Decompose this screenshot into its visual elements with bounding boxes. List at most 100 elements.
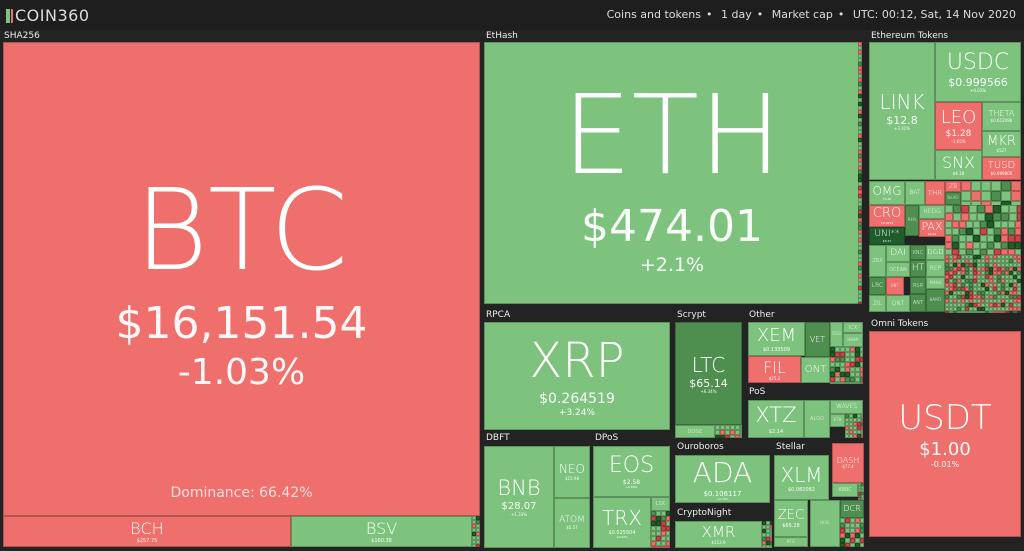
small-coin-tile[interactable] [1005, 303, 1009, 307]
coin-tile-abbc[interactable]: ABBC [832, 483, 858, 497]
coin-tile-dai[interactable]: DAI [886, 245, 910, 262]
small-coin-tile[interactable] [472, 540, 476, 544]
small-coin-tile[interactable] [651, 546, 656, 548]
small-coin-tile[interactable] [1011, 181, 1021, 191]
small-coin-tile[interactable] [945, 213, 953, 221]
coin-tile-algo[interactable]: ALGO [804, 400, 830, 438]
small-coin-tile[interactable] [1015, 228, 1021, 235]
small-coin-tile[interactable] [987, 249, 994, 255]
small-coin-tile[interactable] [845, 367, 850, 372]
small-coin-tile[interactable] [985, 279, 989, 283]
small-coin-tile[interactable] [981, 303, 985, 307]
coin-tile-ont[interactable]: ONT [801, 357, 830, 383]
small-coin-tile[interactable] [949, 299, 953, 303]
small-coin-tile[interactable] [1001, 213, 1009, 221]
small-coin-tile[interactable] [1017, 205, 1021, 213]
small-coin-tile[interactable] [1013, 255, 1017, 259]
small-coin-tile[interactable] [985, 311, 989, 313]
small-coin-tile[interactable] [993, 279, 997, 283]
small-coin-tile[interactable] [855, 347, 860, 352]
coin-tile-ren[interactable]: REN [905, 205, 919, 236]
small-coin-tile[interactable] [770, 521, 772, 525]
small-coin-tile[interactable] [977, 205, 985, 213]
small-coin-tile[interactable] [840, 528, 845, 533]
small-coin-tile[interactable] [977, 271, 981, 275]
small-coin-tile[interactable] [858, 186, 862, 190]
small-coin-tile[interactable] [1009, 283, 1013, 287]
small-coin-tile[interactable] [959, 249, 966, 255]
small-coin-tile[interactable] [965, 263, 969, 267]
small-coin-tile[interactable] [853, 426, 857, 430]
filter-metric[interactable]: Market cap [771, 8, 833, 21]
small-coin-tile[interactable] [952, 249, 959, 255]
small-coin-tile[interactable] [1017, 299, 1021, 303]
coin-tile-xrp[interactable]: XRP $0.264519 +3.24% [484, 322, 670, 430]
small-coin-tile[interactable] [953, 283, 957, 287]
small-coin-tile[interactable] [860, 543, 864, 547]
small-coin-tile[interactable] [959, 228, 966, 235]
small-coin-tile[interactable] [977, 259, 981, 263]
small-coin-tile[interactable] [1017, 213, 1021, 221]
small-coin-tile[interactable] [845, 434, 849, 438]
small-coin-tile[interactable] [945, 307, 949, 311]
small-coin-tile[interactable] [980, 242, 987, 249]
small-coin-tile[interactable] [861, 492, 864, 495]
small-coin-tile[interactable] [989, 267, 993, 271]
small-coin-tile[interactable] [997, 311, 1001, 313]
coin-tile-cro[interactable]: CRO $0.0599 [869, 205, 905, 227]
small-coin-tile[interactable] [835, 382, 840, 384]
small-coin-tile[interactable] [952, 221, 959, 228]
small-coin-tile[interactable] [858, 166, 862, 170]
small-coin-tile[interactable] [1009, 311, 1013, 313]
small-coin-tile[interactable] [1009, 279, 1013, 283]
small-coin-tile[interactable] [766, 537, 770, 541]
small-coin-tile[interactable] [945, 271, 949, 275]
coin-tile-hedera[interactable]: HIVE [810, 500, 840, 547]
small-coin-tile[interactable] [985, 205, 993, 213]
small-coin-tile[interactable] [845, 414, 849, 418]
small-coin-tile[interactable] [857, 430, 861, 434]
coin-tile-dgb[interactable]: DGB [830, 322, 843, 347]
small-coin-tile[interactable] [991, 191, 1001, 201]
small-coin-tile[interactable] [961, 279, 965, 283]
coin-tile-pax[interactable]: PAX $0.99 [919, 219, 945, 237]
small-coin-tile[interactable] [961, 263, 965, 267]
small-coin-tile[interactable] [666, 546, 670, 548]
small-coin-tile[interactable] [969, 267, 973, 271]
small-coin-tile[interactable] [857, 422, 861, 426]
small-coin-tile[interactable] [770, 541, 772, 545]
coin-tile-atom[interactable]: ATOM $5.17 [554, 498, 590, 548]
small-coin-tile[interactable] [858, 198, 862, 202]
small-coin-tile[interactable] [476, 516, 480, 520]
small-coin-tile[interactable] [740, 425, 742, 430]
coin-tile-mana[interactable]: MANA [926, 277, 945, 289]
small-coin-tile[interactable] [861, 422, 863, 426]
small-coin-tile[interactable] [1013, 279, 1017, 283]
small-coin-tile[interactable] [858, 98, 862, 102]
small-coin-tile[interactable] [980, 249, 987, 255]
small-coin-tile[interactable] [969, 263, 973, 267]
small-coin-tile[interactable] [651, 541, 656, 546]
small-coin-tile[interactable] [1001, 283, 1005, 287]
small-coin-tile[interactable] [770, 525, 772, 529]
small-coin-tile[interactable] [651, 531, 656, 536]
small-coin-tile[interactable] [840, 357, 845, 362]
small-coin-tile[interactable] [981, 291, 985, 295]
small-coin-tile[interactable] [858, 70, 862, 74]
small-coin-tile[interactable] [858, 130, 862, 134]
small-coin-tile[interactable] [1005, 311, 1009, 313]
small-coin-tile[interactable] [949, 287, 953, 291]
small-coin-tile[interactable] [966, 249, 973, 255]
small-coin-tile[interactable] [997, 271, 1001, 275]
small-coin-tile[interactable] [835, 362, 840, 367]
small-coin-tile[interactable] [858, 242, 862, 246]
small-coin-tile[interactable] [860, 538, 864, 543]
small-coin-tile[interactable] [1013, 287, 1017, 291]
coin-tile-theta[interactable]: THETA $0.612086 [982, 102, 1021, 131]
small-coin-tile[interactable] [957, 295, 961, 299]
small-coin-tile[interactable] [957, 307, 961, 311]
small-coin-tile[interactable] [997, 279, 1001, 283]
small-coin-tile[interactable] [860, 518, 864, 523]
small-coin-tile[interactable] [965, 271, 969, 275]
small-coin-tile[interactable] [1001, 221, 1008, 228]
